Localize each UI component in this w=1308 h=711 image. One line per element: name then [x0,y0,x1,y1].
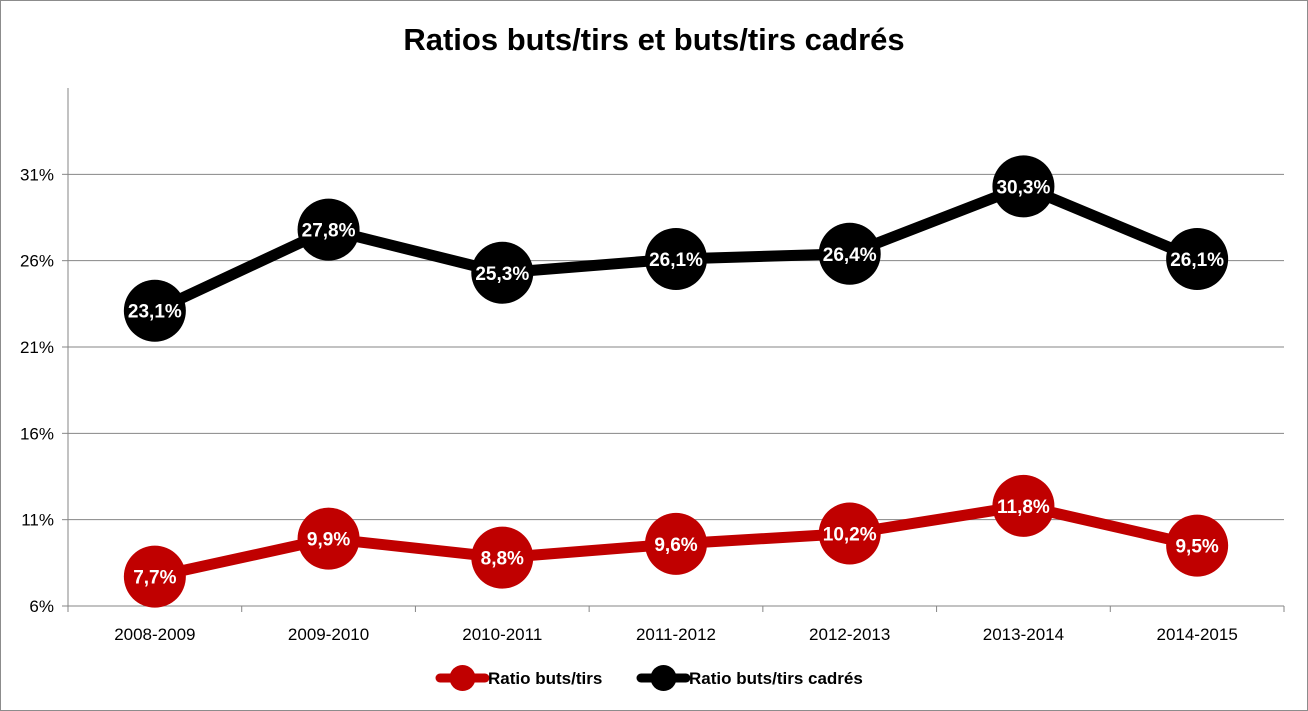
data-label: 25,3% [475,264,529,285]
data-point [1166,514,1229,577]
legend-label: Ratio buts/tirs [488,669,602,688]
data-point [645,227,707,290]
x-tick-label: 2008-2009 [114,625,195,644]
legend-marker [449,665,476,691]
data-label: 30,3% [996,177,1050,198]
chart-title: Ratios buts/tirs et buts/tirs cadrés [403,22,905,57]
x-tick-label: 2010-2011 [462,625,542,644]
x-tick-label: 2012-2013 [809,625,890,644]
data-point [123,279,186,342]
data-label: 9,9% [307,530,350,551]
data-point [123,545,186,608]
data-label: 26,4% [823,245,877,266]
data-label: 7,7% [133,568,176,589]
y-tick-label: 21% [20,338,54,357]
data-point [992,155,1055,218]
data-label: 10,2% [823,524,877,545]
y-tick-label: 16% [20,424,54,443]
data-label: 23,1% [128,302,182,323]
data-point [818,502,881,565]
y-tick-label: 31% [20,165,54,184]
data-label: 26,1% [649,250,703,271]
data-label: 27,8% [302,221,356,242]
data-point [992,474,1055,537]
x-tick-label: 2014-2015 [1156,625,1237,644]
data-label: 9,5% [1175,537,1218,558]
legend-label: Ratio buts/tirs cadrés [689,669,863,688]
data-label: 26,1% [1170,250,1224,271]
x-tick-label: 2011-2012 [636,625,716,644]
data-point [471,526,534,589]
x-tick-label: 2013-2014 [983,625,1064,644]
data-point [645,512,707,575]
data-label: 9,6% [654,535,697,556]
data-point [297,507,360,570]
data-point [818,222,881,285]
data-point [1166,227,1229,290]
data-point [471,241,534,304]
y-tick-label: 11% [21,511,54,530]
x-tick-label: 2009-2010 [288,625,369,644]
y-tick-label: 26% [20,252,54,271]
data-label: 8,8% [481,549,524,570]
legend-marker [650,665,677,691]
data-point [297,198,360,261]
data-label: 11,8% [997,497,1050,518]
y-tick-label: 6% [29,597,54,616]
